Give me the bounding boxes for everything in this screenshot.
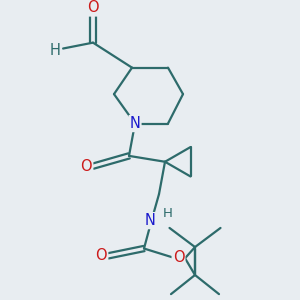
Text: O: O xyxy=(96,248,107,263)
Text: O: O xyxy=(87,0,99,15)
Text: H: H xyxy=(50,43,61,58)
Text: O: O xyxy=(173,250,184,265)
Text: O: O xyxy=(81,159,92,174)
Text: N: N xyxy=(130,116,140,131)
Text: H: H xyxy=(163,207,173,220)
Text: N: N xyxy=(145,213,155,228)
